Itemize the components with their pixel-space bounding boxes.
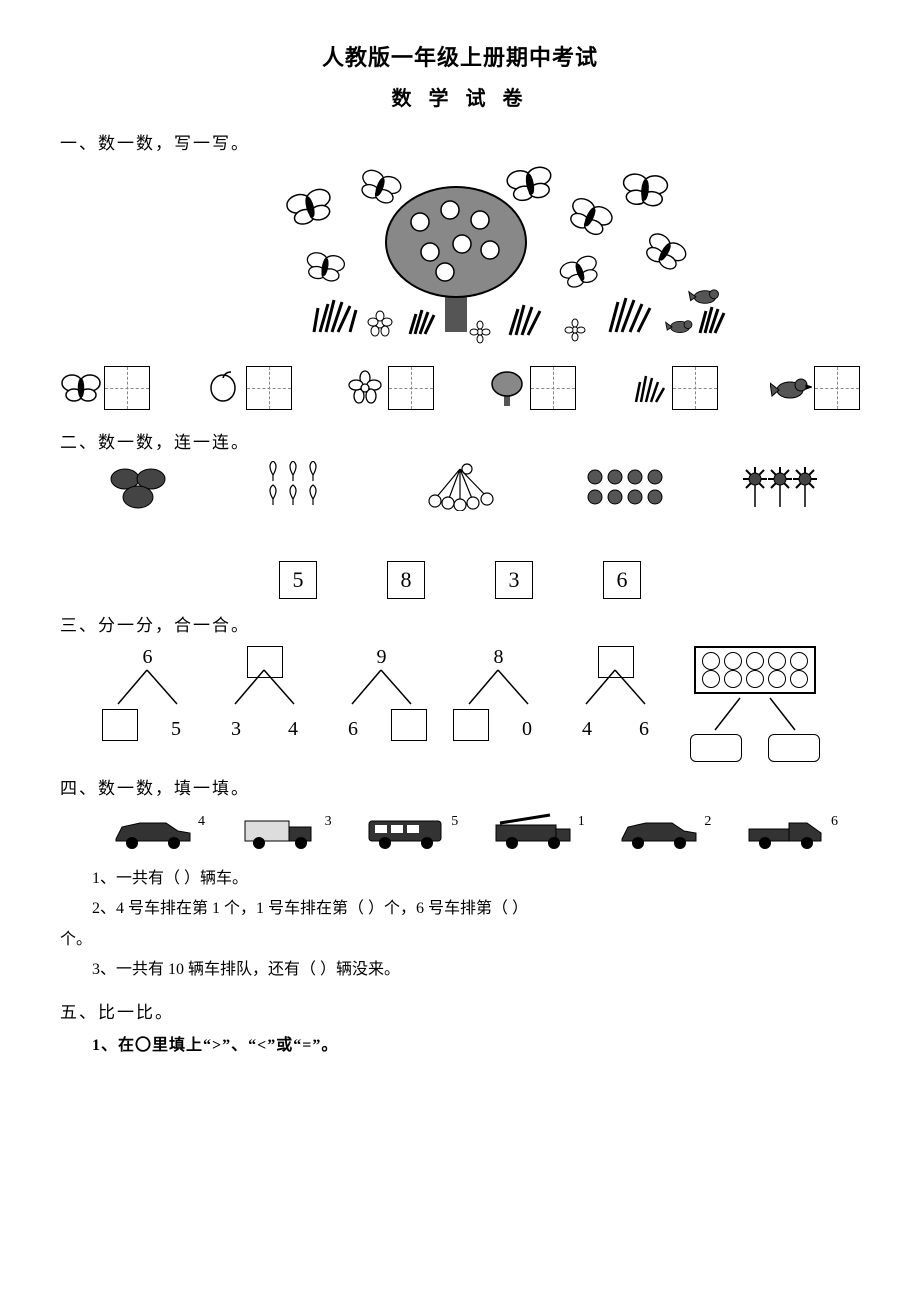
sunflowers-icon <box>735 461 825 511</box>
car-number: 2 <box>702 814 713 830</box>
q1-item-flower <box>344 366 434 410</box>
title-main: 人教版一年级上册期中考试 <box>60 40 860 72</box>
number-bond: 34 <box>217 646 312 741</box>
answer-box[interactable] <box>530 366 576 410</box>
q4-line-2b: 个。 <box>60 925 860 955</box>
car-number: 6 <box>829 814 840 830</box>
q1-item-bird <box>770 366 860 410</box>
car-item: 3 <box>237 811 334 856</box>
number-bond: 46 <box>568 646 663 741</box>
bird-icon <box>770 368 812 408</box>
answer-box[interactable] <box>246 366 292 410</box>
match-number-box[interactable]: 8 <box>387 561 425 599</box>
match-number-box[interactable]: 6 <box>603 561 641 599</box>
bond-answer-box[interactable] <box>453 709 489 741</box>
car-number: 4 <box>196 814 207 830</box>
car-item: 5 <box>363 811 460 856</box>
bond-value: 3 <box>219 718 253 741</box>
car-icon <box>616 811 702 851</box>
q1-item-butterfly <box>60 366 150 410</box>
leaves-icon <box>255 461 345 511</box>
answer-box[interactable] <box>814 366 860 410</box>
firetruck-icon <box>490 811 576 851</box>
circles-box <box>694 646 816 694</box>
bus-icon <box>363 811 449 851</box>
car-number: 5 <box>449 814 460 830</box>
q1-item-apple <box>202 366 292 410</box>
section-3-header: 三、分一分，合一合。 <box>60 611 860 636</box>
number-bond: 65 <box>100 646 195 741</box>
bond-value: 6 <box>627 718 661 741</box>
cherries-icon <box>415 461 505 511</box>
bond-answer-box[interactable] <box>391 709 427 741</box>
bond-value: 6 <box>143 646 153 669</box>
section-2-header: 二、数一数，连一连。 <box>60 428 860 453</box>
number-bond: 80 <box>451 646 546 741</box>
car-item: 2 <box>616 811 713 856</box>
flower-icon <box>368 311 585 343</box>
q3-number-bonds: 6534968046 <box>100 646 860 762</box>
tree-icon <box>486 368 528 408</box>
answer-box[interactable] <box>388 366 434 410</box>
answer-box[interactable] <box>672 366 718 410</box>
q1-scene-illustration <box>180 162 740 352</box>
match-number-box[interactable]: 5 <box>279 561 317 599</box>
bond-value: 9 <box>377 646 387 669</box>
q4-cars-row: 4 3 5 1 2 6 <box>60 807 860 864</box>
q1-item-tree <box>486 366 576 410</box>
q2-match-bottom: 5 8 3 6 <box>60 561 860 599</box>
q4-line-3: 3、一共有 10 辆车排队，还有（ ）辆没来。 <box>92 955 860 985</box>
q4-questions: 1、一共有（ ）辆车。 2、4 号车排在第 1 个，1 号车排在第（ ）个，6 … <box>92 864 860 986</box>
section-4-header: 四、数一数，填一填。 <box>60 774 860 799</box>
car-item: 4 <box>110 811 207 856</box>
flower-icon <box>344 368 386 408</box>
tree-icon <box>386 187 526 332</box>
bond-value: 4 <box>570 718 604 741</box>
car-number: 3 <box>323 814 334 830</box>
pickup-icon <box>743 811 829 851</box>
grass-icon <box>628 368 670 408</box>
car-item: 6 <box>743 811 840 856</box>
section-5-header: 五、比一比。 <box>60 998 860 1023</box>
title-sub: 数 学 试 卷 <box>60 82 860 111</box>
bond-answer-box[interactable] <box>690 734 742 762</box>
section-1-header: 一、数一数，写一写。 <box>60 129 860 154</box>
q2-match-top <box>60 461 860 511</box>
butterfly-icon <box>60 368 102 408</box>
bond-value: 5 <box>159 718 193 741</box>
match-number-box[interactable]: 3 <box>495 561 533 599</box>
q5-sub-1: 1、在〇里填上“>”、“<”或“=”。 <box>92 1031 860 1055</box>
bond-value: 6 <box>336 718 370 741</box>
apple-icon <box>202 368 244 408</box>
pumpkins-icon <box>95 461 185 511</box>
car-number: 1 <box>576 814 587 830</box>
bond-answer-box[interactable] <box>102 709 138 741</box>
dots-icon <box>575 461 665 511</box>
bond-value: 0 <box>510 718 544 741</box>
q4-line-1: 1、一共有（ ）辆车。 <box>92 864 860 894</box>
q1-answer-row <box>60 362 860 416</box>
bond-value: 8 <box>494 646 504 669</box>
car-icon <box>110 811 196 851</box>
q1-item-grass <box>628 366 718 410</box>
number-bond: 96 <box>334 646 429 741</box>
car-item: 1 <box>490 811 587 856</box>
q4-line-2: 2、4 号车排在第 1 个，1 号车排在第（ ）个，6 号车排第（ ） <box>92 894 860 924</box>
truck-icon <box>237 811 323 851</box>
bond-value: 4 <box>276 718 310 741</box>
number-bond-circles <box>685 646 825 762</box>
answer-box[interactable] <box>104 366 150 410</box>
bond-answer-box[interactable] <box>768 734 820 762</box>
